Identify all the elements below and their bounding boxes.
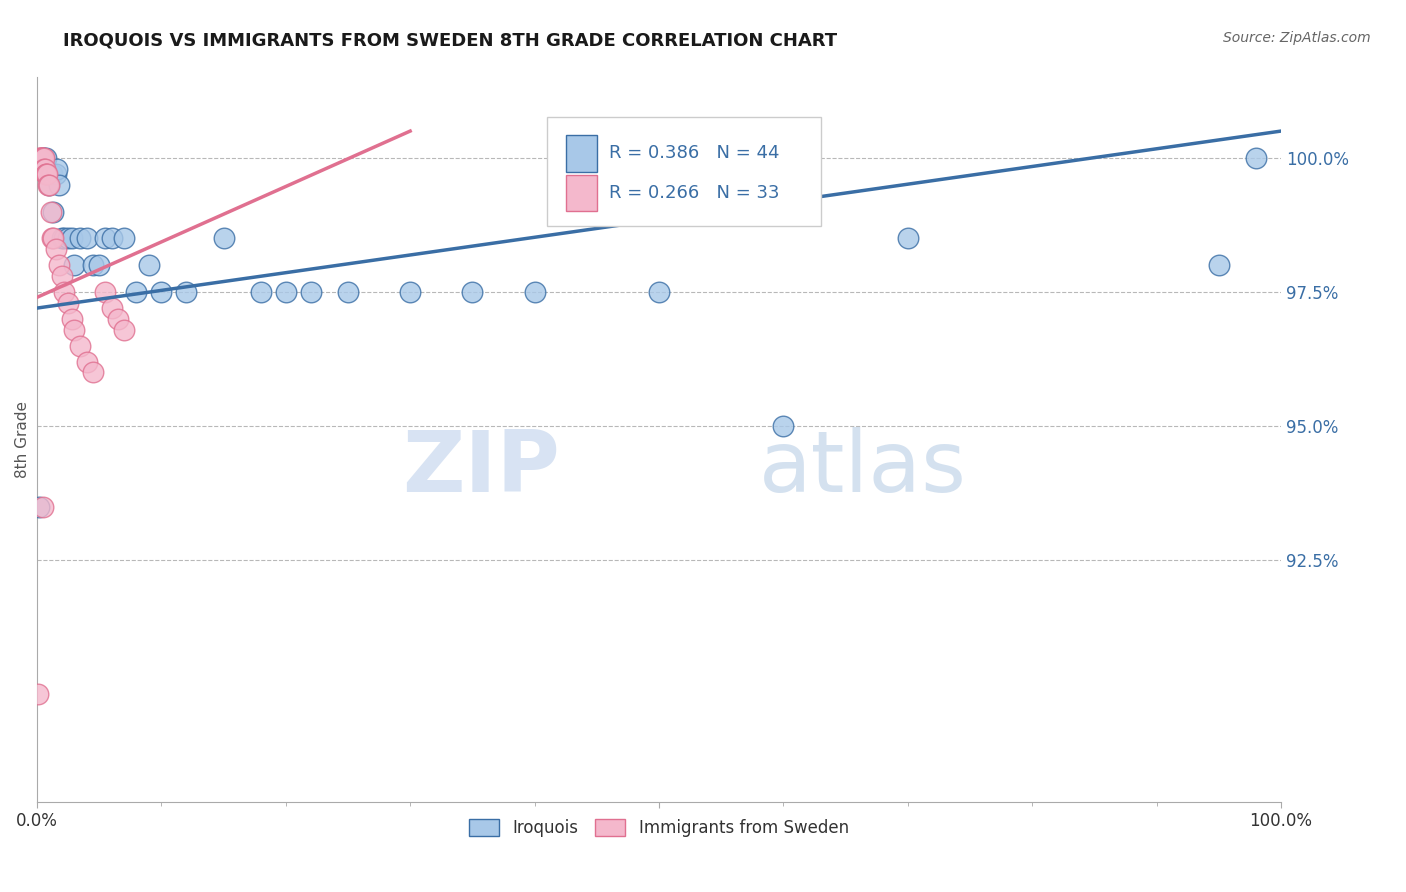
- Point: [30, 161, 52, 176]
- Point: [336, 285, 359, 299]
- Point: [41, 231, 63, 245]
- Point: [32, 151, 55, 165]
- Point: [42, 204, 65, 219]
- Point: [35, 167, 58, 181]
- Text: IROQUOIS VS IMMIGRANTS FROM SWEDEN 8TH GRADE CORRELATION CHART: IROQUOIS VS IMMIGRANTS FROM SWEDEN 8TH G…: [63, 31, 838, 49]
- Point: [250, 285, 273, 299]
- Point: [30, 151, 52, 165]
- Point: [82, 366, 104, 380]
- Point: [100, 301, 122, 315]
- Point: [45, 161, 67, 176]
- Bar: [565, 136, 596, 171]
- Point: [174, 285, 197, 299]
- Point: [274, 285, 297, 299]
- Point: [37, 167, 59, 181]
- Point: [30, 151, 52, 165]
- Point: [82, 258, 104, 272]
- Point: [125, 285, 148, 299]
- Point: [138, 258, 160, 272]
- Y-axis label: 8th Grade: 8th Grade: [15, 401, 30, 478]
- FancyBboxPatch shape: [547, 117, 821, 226]
- Point: [34, 151, 56, 165]
- Point: [648, 285, 671, 299]
- Point: [299, 285, 322, 299]
- Point: [94, 231, 117, 245]
- Point: [60, 311, 83, 326]
- Point: [399, 285, 422, 299]
- Point: [32, 151, 55, 165]
- Point: [51, 231, 73, 245]
- Point: [37, 178, 59, 192]
- Point: [42, 231, 65, 245]
- Point: [48, 178, 70, 192]
- Point: [32, 151, 55, 165]
- Point: [56, 231, 79, 245]
- Point: [772, 419, 794, 434]
- Text: R = 0.266   N = 33: R = 0.266 N = 33: [609, 185, 780, 202]
- Point: [39, 204, 62, 219]
- Point: [27, 687, 49, 701]
- Point: [32, 500, 55, 514]
- Point: [34, 151, 56, 165]
- Point: [34, 167, 56, 181]
- Text: ZIP: ZIP: [402, 427, 560, 510]
- Point: [45, 167, 67, 181]
- Point: [69, 338, 91, 352]
- Point: [53, 231, 76, 245]
- Point: [150, 285, 173, 299]
- Bar: [565, 175, 596, 211]
- Point: [56, 295, 79, 310]
- Point: [69, 231, 91, 245]
- Point: [1208, 258, 1230, 272]
- Point: [31, 161, 53, 176]
- Point: [48, 258, 70, 272]
- Point: [31, 151, 53, 165]
- Point: [76, 355, 98, 369]
- Point: [107, 311, 129, 326]
- Text: R = 0.386   N = 44: R = 0.386 N = 44: [609, 145, 780, 162]
- Text: atlas: atlas: [758, 427, 966, 510]
- Point: [34, 161, 56, 176]
- Point: [28, 500, 51, 514]
- Point: [94, 285, 117, 299]
- Point: [112, 231, 135, 245]
- Point: [53, 285, 76, 299]
- Point: [63, 258, 86, 272]
- Point: [28, 151, 51, 165]
- Point: [76, 231, 98, 245]
- Point: [51, 268, 73, 283]
- Point: [60, 231, 83, 245]
- Legend: Iroquois, Immigrants from Sweden: Iroquois, Immigrants from Sweden: [463, 813, 855, 844]
- Text: Source: ZipAtlas.com: Source: ZipAtlas.com: [1223, 31, 1371, 45]
- Point: [35, 167, 58, 181]
- Point: [38, 178, 60, 192]
- Point: [112, 322, 135, 336]
- Point: [39, 167, 62, 181]
- Point: [34, 161, 56, 176]
- Point: [38, 178, 60, 192]
- Point: [523, 285, 546, 299]
- Point: [28, 151, 51, 165]
- Point: [89, 258, 111, 272]
- Point: [1244, 151, 1267, 165]
- Point: [41, 167, 63, 181]
- Point: [45, 242, 67, 256]
- Point: [897, 231, 920, 245]
- Point: [100, 231, 122, 245]
- Point: [461, 285, 484, 299]
- Point: [212, 231, 235, 245]
- Point: [63, 322, 86, 336]
- Point: [35, 167, 58, 181]
